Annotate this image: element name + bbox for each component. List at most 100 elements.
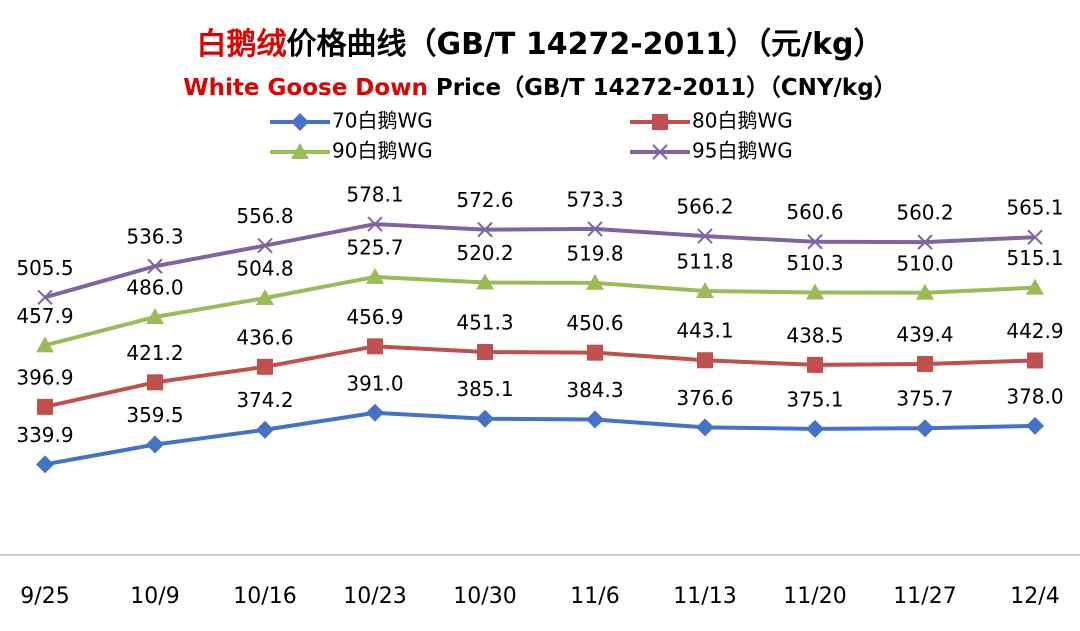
data-label: 450.6 (566, 311, 623, 335)
chart-title: 白鹅绒价格曲线（GB/T 14272-2011）（元/kg） (196, 27, 883, 62)
x-tick-label: 12/4 (1010, 584, 1059, 609)
marker (476, 273, 494, 290)
marker (366, 267, 384, 284)
series-line (44, 344, 1036, 409)
marker (1027, 229, 1043, 245)
legend-label: 90白鹅WG (332, 139, 433, 163)
x-tick-label: 11/27 (893, 584, 956, 609)
series-line (44, 222, 1036, 300)
data-label: 510.0 (896, 251, 953, 275)
series-line (44, 274, 1036, 348)
title-part: 白鹅绒 (196, 27, 286, 62)
marker (367, 338, 383, 355)
data-label: 438.5 (786, 323, 843, 347)
data-label: 385.1 (456, 377, 513, 401)
data-label: 384.3 (566, 378, 623, 402)
marker (147, 374, 163, 391)
marker (1027, 352, 1043, 369)
series-line (44, 410, 1036, 467)
legend-label: 95白鹅WG (692, 139, 793, 163)
x-tick-label: 10/30 (453, 584, 516, 609)
x-tick-label: 9/25 (20, 584, 69, 609)
marker (257, 358, 273, 375)
marker (477, 221, 493, 238)
data-label: 359.5 (126, 403, 183, 427)
data-label: 339.9 (16, 423, 73, 447)
marker (257, 237, 273, 254)
data-label: 421.2 (126, 341, 183, 365)
marker (586, 410, 604, 429)
data-label: 486.0 (126, 275, 183, 299)
marker (807, 234, 823, 250)
subtitle-part: White Goose Down (183, 75, 428, 101)
data-label: 451.3 (456, 310, 513, 334)
x-tick-label: 10/16 (233, 584, 296, 609)
data-label: 510.3 (786, 251, 843, 275)
data-label: 504.8 (236, 257, 293, 281)
chart-subtitle: White Goose Down Price（GB/T 14272-2011）（… (183, 74, 896, 101)
data-label: 396.9 (16, 365, 73, 389)
data-label: 457.9 (16, 304, 73, 328)
marker (147, 258, 163, 274)
marker (587, 344, 603, 361)
marker (36, 336, 54, 353)
marker (587, 221, 603, 237)
x-tick-label: 11/6 (570, 584, 619, 609)
marker (807, 356, 823, 373)
marker (1026, 278, 1044, 295)
x-tick-label: 11/20 (783, 584, 846, 609)
marker (697, 352, 713, 369)
data-label: 456.9 (346, 305, 403, 329)
legend-marker (291, 113, 309, 131)
x-tick-label: 10/9 (130, 584, 179, 609)
data-label: 376.6 (676, 386, 733, 410)
legend-marker (652, 144, 668, 160)
marker (36, 455, 54, 474)
data-label: 560.2 (896, 201, 953, 225)
marker (256, 420, 274, 439)
data-label: 391.0 (346, 371, 403, 395)
data-label: 378.0 (1006, 384, 1063, 408)
data-label: 374.2 (236, 388, 293, 412)
data-label: 519.8 (566, 241, 623, 265)
data-label: 578.1 (346, 183, 403, 207)
data-label: 572.6 (456, 188, 513, 212)
data-label: 505.5 (16, 256, 73, 280)
data-label: 520.2 (456, 241, 513, 265)
marker (917, 234, 933, 250)
legend-label: 80白鹅WG (692, 109, 793, 133)
marker (806, 283, 824, 300)
data-label: 565.1 (1006, 196, 1063, 220)
data-label: 375.1 (786, 387, 843, 411)
marker (476, 409, 494, 428)
data-label: 525.7 (346, 235, 403, 259)
data-label: 560.6 (786, 200, 843, 224)
data-label: 515.1 (1006, 246, 1063, 270)
marker (586, 273, 604, 290)
data-label: 536.3 (126, 225, 183, 249)
data-label: 442.9 (1006, 319, 1063, 343)
legend-label: 70白鹅WG (332, 109, 433, 133)
marker (146, 307, 164, 324)
marker (916, 419, 934, 438)
subtitle-part: Price（GB/T 14272-2011）（CNY/kg） (428, 74, 897, 101)
marker (367, 216, 383, 232)
data-label: 439.4 (896, 322, 953, 346)
title-part: 价格曲线（GB/T 14272-2011）（元/kg） (286, 27, 883, 62)
marker (917, 355, 933, 372)
marker (696, 281, 714, 298)
marker (146, 435, 164, 454)
data-label: 566.2 (676, 195, 733, 219)
data-label: 573.3 (566, 187, 623, 211)
marker (696, 418, 714, 437)
legend-marker (291, 143, 309, 159)
data-label: 436.6 (236, 325, 293, 349)
data-label: 556.8 (236, 204, 293, 228)
marker (916, 283, 934, 300)
marker (477, 343, 493, 360)
marker (1026, 416, 1044, 435)
x-tick-label: 11/13 (673, 584, 736, 609)
x-tick-label: 10/23 (343, 584, 406, 609)
marker (37, 398, 53, 415)
